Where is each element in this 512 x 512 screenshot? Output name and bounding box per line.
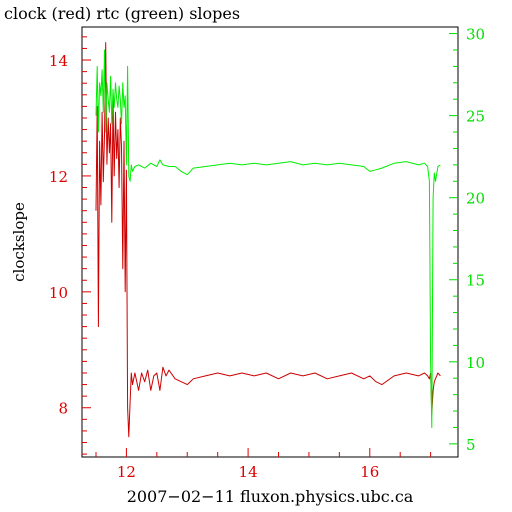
right-tick-label: 30 <box>466 26 485 44</box>
x-tick-label: 14 <box>239 463 258 481</box>
plot-frame <box>81 26 459 458</box>
x-axis: 12 14 16 <box>95 448 432 481</box>
x-tick-label: 16 <box>360 463 379 481</box>
right-tick-label: 5 <box>466 436 476 454</box>
left-tick-label: 10 <box>49 284 68 302</box>
left-tick-label: 8 <box>58 400 68 418</box>
left-tick-label: 14 <box>49 52 68 70</box>
chart-title: clock (red) rtc (green) slopes <box>4 4 240 23</box>
title-group: clock (red) rtc (green) slopes <box>4 4 240 23</box>
y-axis-label-left: clockslope <box>10 202 28 282</box>
right-tick-label: 25 <box>466 108 485 126</box>
x-axis-label: 2007−02−11 fluxon.physics.ubc.ca <box>127 487 414 506</box>
rtc-series-line <box>95 49 441 428</box>
series-layer <box>95 42 441 438</box>
left-axis: 8 10 12 14 <box>49 36 91 455</box>
right-axis: 5 10 15 20 25 30 <box>449 26 485 454</box>
x-tick-label: 12 <box>117 463 136 481</box>
left-tick-label: 12 <box>49 168 68 186</box>
right-tick-label: 10 <box>466 354 485 372</box>
right-tick-label: 20 <box>466 190 485 208</box>
clock-series-line <box>95 42 441 438</box>
right-tick-label: 15 <box>466 272 485 290</box>
